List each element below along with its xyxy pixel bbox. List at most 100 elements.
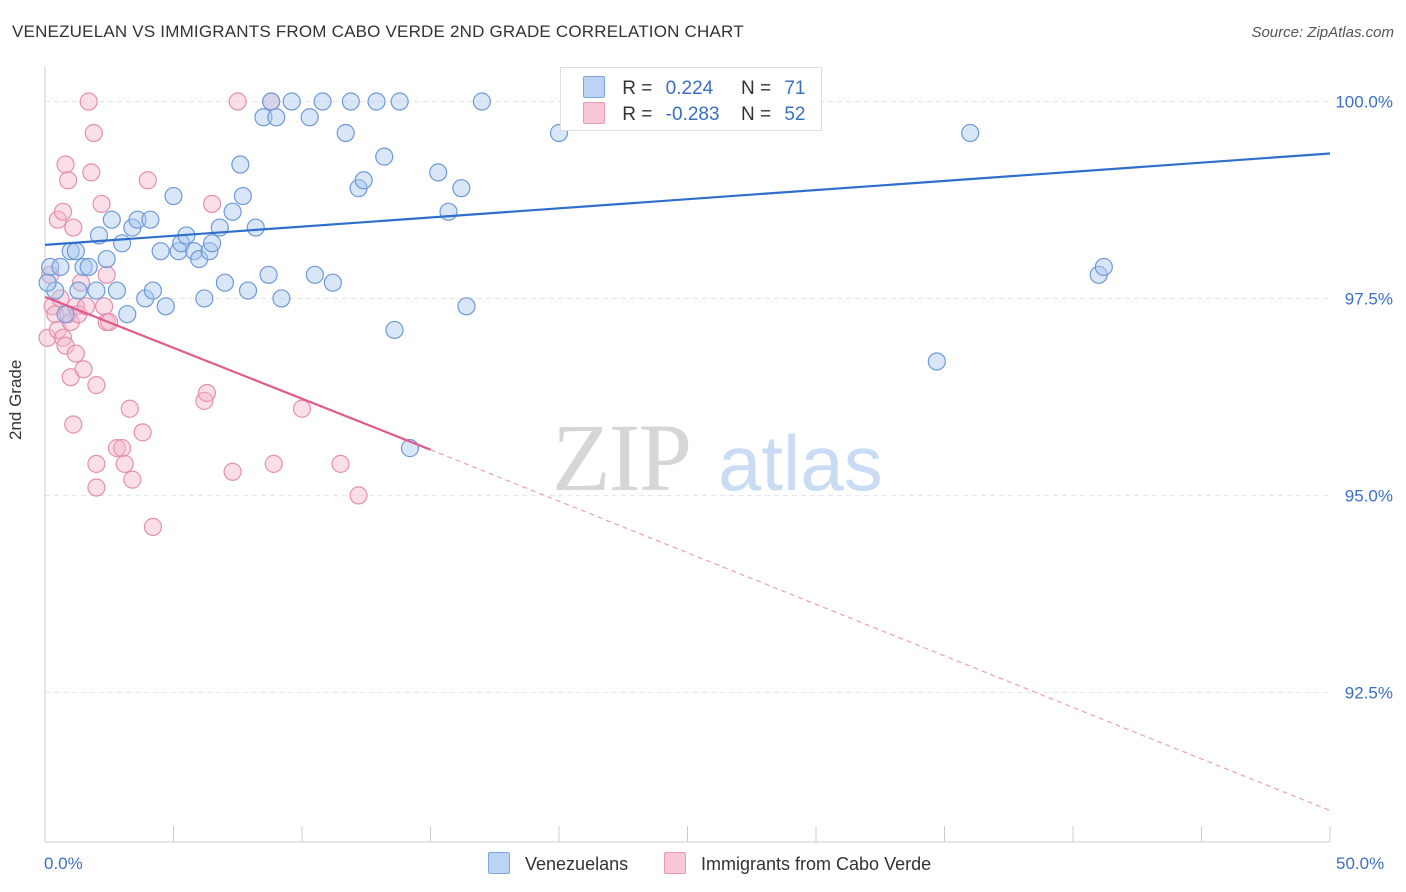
venezuelan-point <box>300 108 319 127</box>
legend-r-value: -0.283 <box>665 104 720 125</box>
series-legend-label: Immigrants from Cabo Verde <box>701 854 932 874</box>
venezuelan-point <box>41 257 60 277</box>
venezuelan-point <box>74 257 93 277</box>
legend-swatch-blue <box>583 76 605 98</box>
cabo-verde-point <box>228 92 247 111</box>
venezuelan-point <box>259 265 278 284</box>
venezuelan-point <box>429 163 448 182</box>
venezuelan-point <box>961 123 980 143</box>
cabo-verde-point <box>56 155 75 174</box>
cabo-verde-trend-line <box>44 295 431 451</box>
venezuelan-point <box>313 92 332 111</box>
venezuelans-trend-line <box>44 152 1331 246</box>
cabo-verde-point <box>66 344 85 363</box>
legend-row-venezuelans: R = 0.224 N = 71 <box>583 76 805 100</box>
legend-r-label: R = <box>622 104 653 125</box>
cabo-verde-point <box>331 454 350 473</box>
venezuelan-point <box>156 297 175 316</box>
venezuelan-point <box>223 202 242 221</box>
cabo-verde-point <box>107 439 127 458</box>
cabo-verde-point <box>143 517 163 536</box>
x-tick-label-min: 0.0% <box>44 854 83 873</box>
venezuelan-point <box>439 202 458 221</box>
cabo-verde-point <box>123 470 142 489</box>
cabo-verde-point <box>349 486 368 505</box>
venezuelan-point <box>341 92 360 111</box>
legend-n-value: 71 <box>784 78 806 99</box>
venezuelan-point <box>164 186 183 206</box>
venezuelan-point <box>246 218 265 237</box>
venezuelan-point <box>472 92 491 111</box>
venezuelan-point <box>452 179 471 198</box>
venezuelan-point <box>102 210 121 229</box>
series-legend-venezuelans: Venezuelans <box>488 852 628 875</box>
venezuelan-point <box>128 210 147 229</box>
venezuelan-point <box>457 297 476 316</box>
legend-n-label: N = <box>740 104 772 125</box>
cabo-verde-point <box>223 462 242 481</box>
legend-n-label: N = <box>740 78 772 99</box>
cabo-verde-point <box>82 163 101 182</box>
venezuelan-point <box>323 273 342 292</box>
venezuelan-point <box>367 92 386 111</box>
venezuelan-point <box>87 281 106 300</box>
series-legend-cabo-verde: Immigrants from Cabo Verde <box>664 852 931 875</box>
venezuelan-point <box>354 171 373 190</box>
legend-r-value: 0.224 <box>665 78 714 99</box>
trend-lines <box>44 152 1331 812</box>
venezuelan-point <box>336 123 355 143</box>
venezuelan-point <box>66 242 85 261</box>
cabo-verde-point <box>53 202 73 221</box>
cabo-verde-point <box>138 171 157 190</box>
cabo-verde-point <box>64 415 83 434</box>
venezuelan-point <box>262 92 281 111</box>
cabo-verde-point <box>79 92 98 111</box>
y-tick-label: 97.5% <box>1345 289 1393 308</box>
cabo-verde-point <box>59 171 78 190</box>
y-tick-labels: 92.5% 95.0% 97.5% 100.0% <box>1335 93 1393 703</box>
watermark: ZIP atlas <box>552 404 883 511</box>
venezuelan-point <box>238 281 258 300</box>
cabo-verde-point <box>87 478 106 497</box>
y-axis-label: 2nd Grade <box>6 359 25 440</box>
venezuelan-point <box>272 289 291 308</box>
venezuelan-point <box>107 281 127 300</box>
venezuelan-point <box>195 289 214 308</box>
cabo-verde-point <box>87 454 106 473</box>
cabo-verde-point <box>264 454 283 473</box>
venezuelan-point <box>141 210 160 229</box>
venezuelan-point <box>267 108 286 127</box>
legend-row-cabo-verde: R = -0.283 N = 52 <box>583 102 805 126</box>
watermark-atlas: atlas <box>718 419 883 507</box>
cabo-verde-point <box>84 123 103 143</box>
series-legend-swatch-pink <box>664 852 686 874</box>
legend-n-value: 52 <box>784 104 806 125</box>
venezuelan-point <box>143 281 163 300</box>
cabo-verde-point <box>95 297 114 316</box>
cabo-verde-point <box>97 265 116 284</box>
venezuelan-point <box>254 108 273 127</box>
venezuelan-point <box>51 257 70 277</box>
venezuelan-point <box>151 242 170 261</box>
venezuelan-point <box>233 186 252 206</box>
venezuelan-point <box>97 249 116 269</box>
cabo-verde-point <box>74 360 93 379</box>
cabo-verde-point <box>64 218 83 237</box>
cabo-verde-point <box>133 423 152 442</box>
venezuelan-point <box>118 305 137 324</box>
venezuelan-point <box>282 92 301 111</box>
source-credit: Source: ZipAtlas.com <box>1251 24 1394 41</box>
y-tick-label: 95.0% <box>1345 486 1393 505</box>
correlation-legend: R = 0.224 N = 71 R = -0.283 N = 52 <box>560 67 822 131</box>
axes <box>44 66 1331 843</box>
y-tick-label: 100.0% <box>1335 93 1393 112</box>
venezuelan-point <box>231 155 250 174</box>
venezuelan-point <box>1094 257 1113 277</box>
series-venezuelans-points <box>38 92 1113 458</box>
cabo-verde-point <box>92 194 111 214</box>
series-legend-label: Venezuelans <box>525 854 629 874</box>
series-legend-swatch-blue <box>488 852 510 874</box>
venezuelan-point <box>390 92 409 111</box>
cabo-verde-point <box>87 376 106 395</box>
